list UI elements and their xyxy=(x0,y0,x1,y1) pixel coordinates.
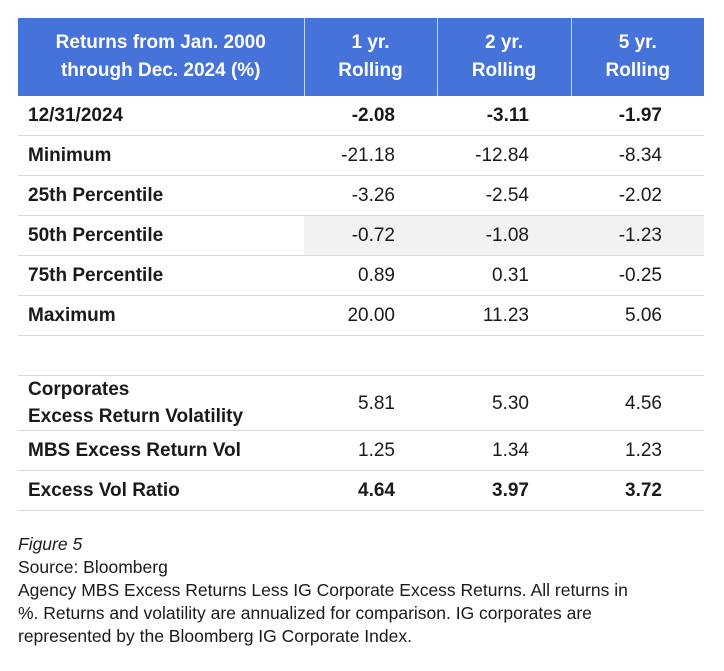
cell-1yr: -0.72 xyxy=(304,215,437,256)
row-label: 25th Percentile xyxy=(18,175,304,216)
header-returns-period: Returns from Jan. 2000 through Dec. 2024… xyxy=(18,18,304,96)
row-label: Corporates Excess Return Volatility xyxy=(18,375,304,431)
cell-5yr: -1.23 xyxy=(571,215,704,256)
figure-label: Figure 5 xyxy=(18,534,83,554)
header-1yr-rolling: 1 yr. Rolling xyxy=(303,18,437,96)
cell-1yr: 4.64 xyxy=(304,470,437,511)
header-5yr-rolling: 5 yr. Rolling xyxy=(570,18,704,96)
cell-2yr: -12.84 xyxy=(437,135,571,176)
row-label: 75th Percentile xyxy=(18,255,304,296)
table-divider-row xyxy=(18,335,704,376)
cell-5yr: -1.97 xyxy=(571,96,704,136)
cell-2yr: 3.97 xyxy=(437,470,571,511)
table-row-mbs-volatility: MBS Excess Return Vol 1.25 1.34 1.23 xyxy=(18,430,704,471)
cell-5yr: -8.34 xyxy=(571,135,704,176)
note-line: represented by the Bloomberg IG Corporat… xyxy=(18,626,412,646)
cell-5yr: 4.56 xyxy=(571,375,704,431)
cell-5yr: -2.02 xyxy=(571,175,704,216)
source-line: Source: Bloomberg xyxy=(18,557,168,577)
table-row-excess-vol-ratio: Excess Vol Ratio 4.64 3.97 3.72 xyxy=(18,470,704,511)
cell-2yr: -1.08 xyxy=(437,215,571,256)
cell-2yr: 1.34 xyxy=(437,430,571,471)
row-label: 12/31/2024 xyxy=(18,96,304,136)
cell-5yr: 1.23 xyxy=(571,430,704,471)
cell-2yr: 5.30 xyxy=(437,375,571,431)
figure-caption: Figure 5 Source: Bloomberg Agency MBS Ex… xyxy=(18,533,708,648)
cell-1yr: -2.08 xyxy=(304,96,437,136)
cell-5yr: 3.72 xyxy=(571,470,704,511)
cell-1yr: -21.18 xyxy=(304,135,437,176)
cell-5yr: 5.06 xyxy=(571,295,704,336)
table-row-75th-percentile: 75th Percentile 0.89 0.31 -0.25 xyxy=(18,255,704,296)
cell-1yr: 20.00 xyxy=(304,295,437,336)
row-label: Maximum xyxy=(18,295,304,336)
cell-1yr: -3.26 xyxy=(304,175,437,216)
note-line: %. Returns and volatility are annualized… xyxy=(18,603,592,623)
row-label: Minimum xyxy=(18,135,304,176)
cell-1yr: 5.81 xyxy=(304,375,437,431)
row-label: MBS Excess Return Vol xyxy=(18,430,304,471)
cell-2yr: 0.31 xyxy=(437,255,571,296)
cell-2yr: -3.11 xyxy=(437,96,571,136)
row-label: 50th Percentile xyxy=(18,215,304,256)
table-row-current: 12/31/2024 -2.08 -3.11 -1.97 xyxy=(18,96,704,136)
row-label: Excess Vol Ratio xyxy=(18,470,304,511)
cell-1yr: 0.89 xyxy=(304,255,437,296)
table-row-corporates-volatility: Corporates Excess Return Volatility 5.81… xyxy=(18,375,704,431)
header-2yr-rolling: 2 yr. Rolling xyxy=(436,18,571,96)
table-header-row: Returns from Jan. 2000 through Dec. 2024… xyxy=(18,18,704,96)
cell-5yr: -0.25 xyxy=(571,255,704,296)
table-row-50th-percentile: 50th Percentile -0.72 -1.08 -1.23 xyxy=(18,215,704,256)
cell-2yr: -2.54 xyxy=(437,175,571,216)
table-row-maximum: Maximum 20.00 11.23 5.06 xyxy=(18,295,704,336)
note-line: Agency MBS Excess Returns Less IG Corpor… xyxy=(18,580,628,600)
table-row-minimum: Minimum -21.18 -12.84 -8.34 xyxy=(18,135,704,176)
table-row-25th-percentile: 25th Percentile -3.26 -2.54 -2.02 xyxy=(18,175,704,216)
cell-2yr: 11.23 xyxy=(437,295,571,336)
returns-table: Returns from Jan. 2000 through Dec. 2024… xyxy=(18,18,704,511)
cell-1yr: 1.25 xyxy=(304,430,437,471)
